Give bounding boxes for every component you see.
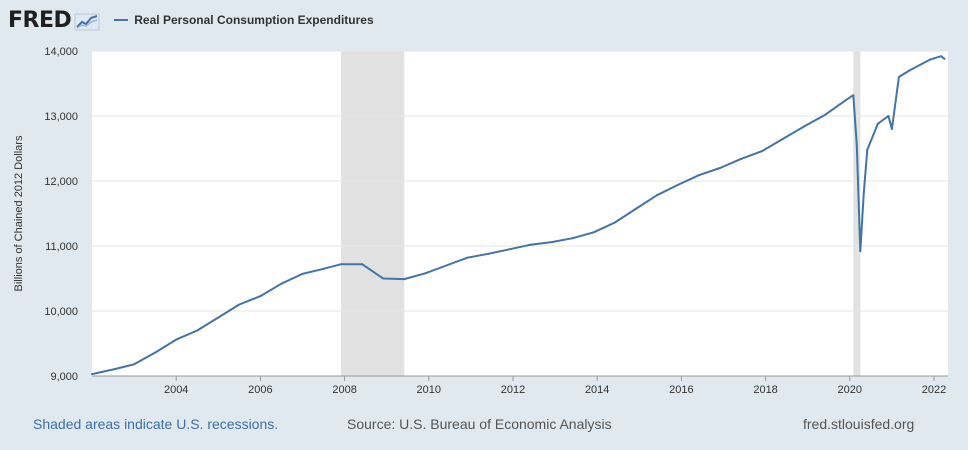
data-point — [529, 243, 532, 246]
data-point — [571, 237, 574, 240]
data-point — [939, 55, 942, 58]
data-point — [890, 128, 893, 130]
chart-header: FRED Real Personal Consumption Expenditu… — [8, 6, 374, 34]
source-note: Source: U.S. Bureau of Economic Analysis — [347, 416, 612, 432]
data-point — [196, 329, 199, 332]
data-point — [91, 373, 93, 376]
data-point — [217, 316, 220, 319]
plot-area — [92, 51, 948, 376]
y-axis-label: Billions of Chained 2012 Dollars — [13, 135, 25, 291]
x-tick-label: 2008 — [332, 384, 356, 396]
data-point — [340, 263, 343, 266]
data-point — [897, 76, 900, 78]
data-point — [550, 241, 553, 244]
data-point — [824, 113, 827, 116]
data-point — [845, 98, 848, 101]
data-point — [676, 183, 679, 186]
data-point — [238, 303, 241, 306]
y-tick-label: 12,000 — [44, 176, 78, 188]
fred-logo[interactable]: FRED — [8, 7, 72, 33]
x-tick-label: 2006 — [248, 384, 272, 396]
data-point — [740, 157, 743, 160]
recession-note[interactable]: Shaded areas indicate U.S. recessions. — [33, 416, 279, 432]
data-point — [803, 125, 806, 128]
data-point — [718, 167, 721, 169]
x-tick-label: 2016 — [669, 384, 693, 396]
x-tick-label: 2014 — [585, 384, 609, 396]
chart-legend: Real Personal Consumption Expenditures — [114, 13, 374, 27]
data-point — [908, 69, 911, 72]
data-point — [322, 267, 325, 270]
data-point — [887, 115, 890, 117]
data-point — [855, 144, 858, 147]
recession-band — [341, 51, 405, 376]
x-tick-label: 2004 — [164, 384, 188, 396]
data-point — [859, 250, 862, 253]
recession-band — [853, 51, 861, 376]
data-point — [133, 363, 136, 366]
data-point — [761, 150, 764, 153]
data-point — [634, 207, 637, 210]
data-point — [280, 282, 283, 285]
legend-swatch — [114, 19, 129, 21]
data-point — [301, 272, 304, 275]
x-tick-label: 2010 — [417, 384, 441, 396]
data-point — [852, 94, 855, 97]
x-tick-label: 2020 — [838, 384, 862, 396]
line-chart: 9,000 10,000 11,000 12,000 13,000 14,000 2004 2… — [13, 46, 948, 396]
data-point — [697, 174, 700, 177]
data-point — [424, 272, 427, 275]
data-point — [361, 263, 364, 266]
y-tick-label: 13,000 — [44, 111, 78, 123]
data-point — [466, 256, 469, 259]
data-point — [655, 194, 658, 197]
data-point — [876, 122, 879, 125]
data-point — [154, 351, 157, 354]
data-point — [382, 277, 385, 280]
data-point — [929, 58, 932, 61]
x-tick-label: 2018 — [753, 384, 777, 396]
data-point — [866, 148, 869, 151]
data-point — [613, 221, 616, 224]
data-point — [862, 191, 865, 194]
data-point — [487, 252, 490, 255]
y-tick-label: 11,000 — [45, 241, 78, 253]
x-tick-label: 2012 — [501, 384, 525, 396]
series-line — [91, 55, 946, 376]
y-tick-label: 9,000 — [50, 371, 78, 383]
data-point — [445, 264, 448, 267]
y-tick-label: 14,000 — [44, 46, 78, 58]
data-point — [508, 248, 511, 251]
site-link[interactable]: fred.stlouisfed.org — [803, 416, 915, 432]
data-point — [259, 295, 262, 298]
data-point — [592, 231, 595, 234]
data-point — [943, 57, 946, 60]
data-point — [112, 368, 115, 371]
y-tick-label: 10,000 — [44, 306, 78, 318]
legend-series-label[interactable]: Real Personal Consumption Expenditures — [134, 13, 374, 27]
data-point — [175, 338, 178, 341]
x-tick-label: 2022 — [922, 384, 946, 396]
data-point — [403, 278, 406, 281]
fred-chart-icon — [74, 13, 100, 31]
data-point — [782, 137, 785, 140]
